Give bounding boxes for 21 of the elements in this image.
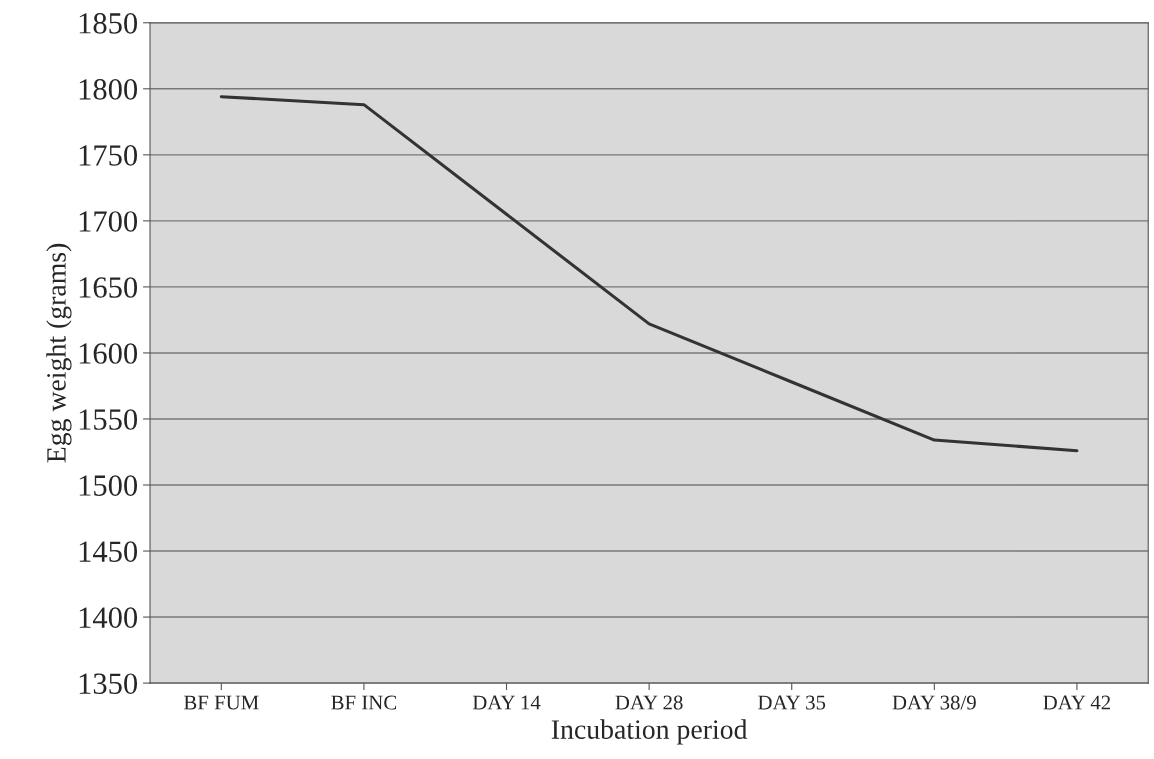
y-tick-label: 1550 <box>79 409 138 430</box>
x-tick-label: DAY 42 <box>1043 695 1111 710</box>
y-tick-label: 1750 <box>79 145 138 166</box>
x-tick-label: DAY 14 <box>472 695 541 710</box>
y-tick-label: 1600 <box>79 343 138 364</box>
y-tick-label: 1650 <box>79 277 138 298</box>
y-axis-title: Egg weight (grams) <box>46 243 72 463</box>
y-tick-label: 1400 <box>79 607 138 628</box>
x-axis-title: Incubation period <box>551 719 748 745</box>
x-tick-label: BF FUM <box>184 695 259 710</box>
x-tick-label: DAY 28 <box>615 695 683 710</box>
y-tick-label: 1500 <box>79 475 138 496</box>
y-tick-label: 1800 <box>79 79 138 100</box>
y-tick-label: 1850 <box>79 13 138 34</box>
x-tick-label: DAY 35 <box>758 695 826 710</box>
x-tick-label: BF INC <box>331 695 397 710</box>
y-tick-label: 1350 <box>79 673 138 694</box>
line-series <box>219 95 1079 453</box>
y-tick-label: 1700 <box>79 211 138 232</box>
x-tick-label: DAY 38/9 <box>892 695 976 710</box>
y-tick-label: 1450 <box>79 541 138 562</box>
